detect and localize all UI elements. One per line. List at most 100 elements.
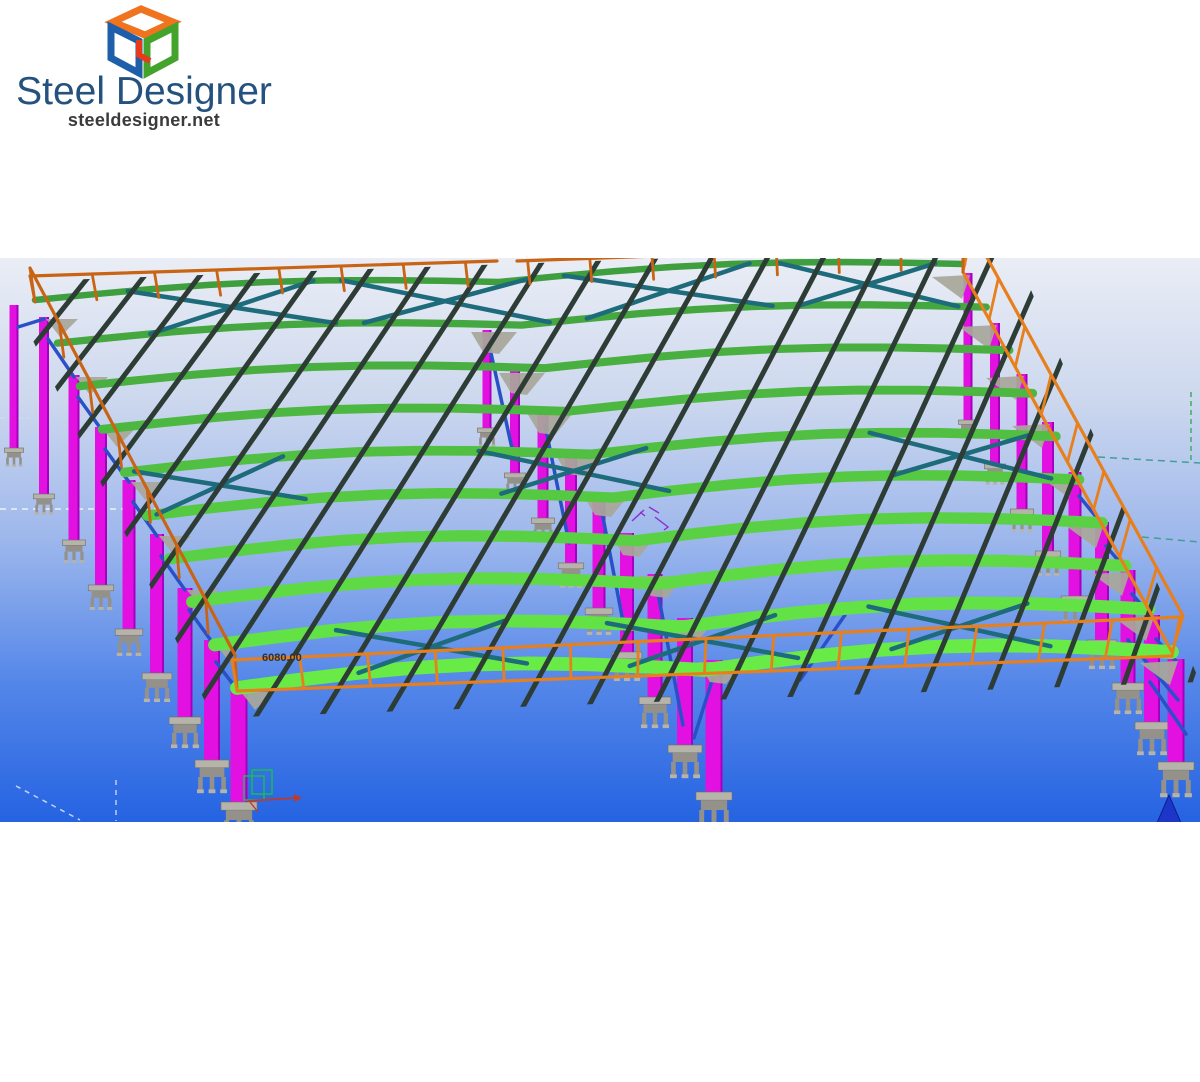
anchor-foot: [1160, 793, 1168, 798]
anchor-bolt: [506, 483, 510, 492]
railing-post: [526, 259, 532, 286]
column-edge: [77, 375, 80, 540]
column-edge: [162, 534, 164, 673]
base-plate: [557, 562, 585, 570]
railing-post: [837, 258, 841, 274]
base-plate-body: [1116, 690, 1140, 699]
anchor-bolt: [19, 457, 22, 465]
anchor-foot: [89, 606, 95, 610]
knee-brace: [16, 317, 46, 329]
railing-post: [1092, 469, 1106, 511]
anchor-bolt: [117, 642, 122, 653]
anchor-bolt: [1110, 654, 1115, 666]
anchor-foot: [143, 698, 150, 703]
anchor-foot: [135, 652, 142, 656]
anchor-foot: [1172, 793, 1180, 798]
base-plate-body: [480, 432, 494, 438]
anchor-bolt: [652, 712, 658, 725]
anchor-bolt: [72, 551, 76, 561]
anchor-foot: [693, 774, 700, 779]
anchor-bolt: [193, 732, 199, 745]
model-viewport[interactable]: 6080.00: [0, 258, 1200, 822]
base-plate: [667, 744, 703, 754]
base-plate: [1157, 761, 1195, 771]
anchor-foot: [670, 774, 677, 779]
railing-post: [152, 270, 161, 299]
anchor-foot: [220, 789, 227, 794]
roof-brace: [356, 618, 507, 676]
anchor-bolt: [171, 732, 177, 745]
anchor-foot: [1099, 665, 1105, 670]
base-plate-body: [173, 724, 197, 733]
column: [95, 427, 107, 585]
level-annotation: [631, 506, 670, 531]
base-plate: [114, 628, 144, 636]
railing-post: [987, 276, 1000, 321]
anchor-foot: [34, 512, 39, 515]
anchor-foot: [1148, 751, 1156, 756]
anchor-bolt: [694, 761, 699, 775]
base-plate: [4, 447, 24, 453]
anchor-foot: [1045, 572, 1051, 576]
gusset: [932, 275, 970, 299]
base-plate-body: [199, 767, 225, 777]
column-edge: [632, 533, 634, 652]
column-edge: [218, 640, 220, 760]
column-edge: [133, 480, 136, 629]
railing-post: [775, 258, 779, 277]
anchor-bolt: [90, 597, 95, 607]
railing-post: [433, 649, 439, 685]
anchor-bolt: [42, 504, 46, 513]
railing-post: [145, 487, 152, 524]
anchor-foot: [640, 724, 648, 729]
anchor-foot: [1109, 665, 1116, 670]
rafter-row: [208, 596, 1156, 652]
anchor-bolt: [1125, 698, 1131, 711]
gusset: [1092, 572, 1130, 596]
anchor-foot: [1011, 529, 1017, 532]
level-annotation-mark: [631, 509, 645, 522]
column: [1016, 374, 1028, 509]
anchor-foot: [613, 677, 620, 682]
anchor-bolt: [1149, 738, 1155, 752]
anchor-foot: [681, 774, 689, 779]
anchor-bolt: [209, 776, 215, 790]
model-scene[interactable]: 6080.00: [0, 258, 1200, 822]
anchor-bolt: [1161, 780, 1167, 794]
anchor-foot: [651, 724, 659, 729]
column: [1167, 659, 1185, 762]
anchor-foot: [1027, 529, 1033, 532]
anchor-foot: [586, 631, 593, 635]
railing-post: [1013, 325, 1027, 369]
railing-post: [277, 266, 284, 295]
base-plate: [584, 607, 614, 615]
railing-post: [298, 655, 306, 690]
anchor-bolt: [127, 642, 131, 653]
anchor-bolt: [1185, 780, 1191, 794]
base-plate-body: [65, 545, 83, 552]
anchor-bolt: [479, 437, 482, 445]
anchor-foot: [577, 584, 583, 588]
anchor-bolt: [64, 551, 68, 561]
base-plate-body: [961, 424, 975, 430]
anchor-foot: [197, 789, 204, 794]
railing-post: [769, 634, 776, 673]
roof-brace: [499, 445, 649, 496]
anchor-foot: [79, 560, 85, 563]
railing-post: [401, 262, 408, 290]
anchor-foot: [662, 724, 670, 729]
railing-toprail-far: [515, 258, 646, 263]
anchor-foot: [1137, 751, 1144, 756]
anchor-foot: [1160, 751, 1167, 756]
base-plate: [33, 493, 55, 500]
anchor-foot: [605, 631, 612, 635]
railing-post: [1118, 518, 1132, 559]
gusset: [959, 325, 997, 349]
base-plate: [168, 716, 202, 725]
anchor-foot: [491, 444, 496, 447]
anchor-bolt: [723, 810, 729, 822]
base-plate: [1010, 508, 1034, 515]
anchor-bolt: [107, 597, 112, 607]
railing-toprail-left: [28, 266, 237, 657]
anchor-bolt: [711, 810, 717, 822]
